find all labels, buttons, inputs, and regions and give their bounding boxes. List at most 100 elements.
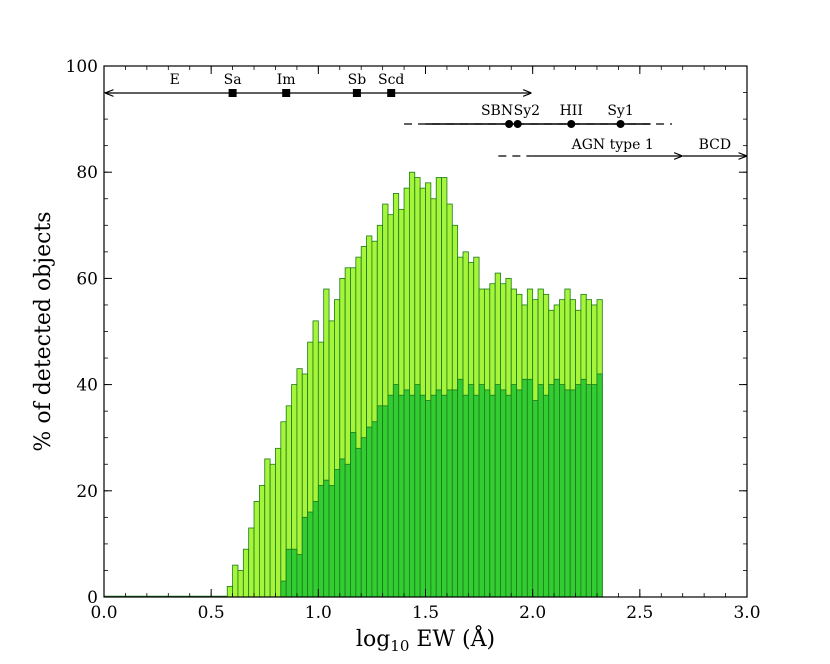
- bar-series2: [409, 394, 416, 598]
- x-axis-label-log: log: [356, 627, 390, 652]
- bar-series2: [580, 378, 587, 598]
- row2-dot-marker: [616, 120, 625, 128]
- bar-series2: [344, 463, 351, 598]
- bar-series1: [264, 458, 271, 598]
- bar-series1: [258, 485, 266, 598]
- row1-label: Im: [277, 72, 296, 88]
- bar-series2: [585, 384, 593, 598]
- y-tick-label: 0: [87, 588, 98, 608]
- bar-series2: [355, 447, 362, 598]
- bar-series2: [564, 389, 571, 598]
- x-tick-label: 2.5: [626, 603, 653, 623]
- bar-series1: [226, 585, 234, 598]
- row1-square-marker: [387, 89, 396, 97]
- row2-dot-marker: [567, 120, 576, 128]
- bar-series2: [291, 548, 298, 598]
- row2-dot-marker: [513, 120, 522, 128]
- bar-series2: [430, 394, 437, 598]
- bar-series2: [371, 421, 378, 598]
- bar-series2: [441, 394, 448, 598]
- y-tick-label: 20: [76, 482, 98, 502]
- x-tick-label: 0.0: [90, 603, 117, 623]
- x-tick-label: 1.5: [412, 603, 439, 623]
- bar-series2: [451, 389, 459, 598]
- bar-series2: [446, 389, 453, 598]
- bar-series2: [312, 501, 319, 598]
- bar-series2: [575, 384, 582, 598]
- axis-ticks: 0.0 0.5 1.0 1.5 2.0 2.5 3.0 0 20 40 60 80 100: [66, 57, 761, 623]
- bar-series2: [591, 384, 598, 598]
- bar-series2: [478, 384, 485, 598]
- bar-series2: [414, 384, 421, 598]
- bar-series2: [462, 394, 469, 598]
- bar-series2: [328, 485, 335, 598]
- row3-bcd-label: BCD: [699, 137, 731, 153]
- bar-series2: [334, 469, 341, 598]
- row1-square-marker: [282, 89, 291, 97]
- bar-series1: [237, 570, 244, 598]
- row1-label: Sb: [348, 72, 367, 88]
- bar-series2: [307, 511, 314, 598]
- bar-series1: [248, 527, 255, 598]
- bar-series2: [467, 384, 475, 598]
- bar-series1: [253, 501, 260, 598]
- row1-label: E: [170, 72, 180, 88]
- x-tick-label: 3.0: [733, 603, 760, 623]
- bar-series1: [232, 564, 239, 598]
- row3-agn-label: AGN type 1: [571, 137, 654, 153]
- bar-series2: [484, 389, 491, 598]
- bar-series2: [537, 384, 544, 598]
- bar-series2: [542, 394, 550, 598]
- y-tick-label: 80: [76, 163, 98, 183]
- bar-series2: [301, 516, 309, 598]
- x-tick-label: 0.5: [198, 603, 225, 623]
- x-tick-label: 2.0: [519, 603, 546, 623]
- bar-series2: [425, 400, 432, 598]
- x-axis-label-rest: EW (Å): [409, 624, 495, 652]
- bar-series2: [457, 378, 464, 598]
- bar-series2: [553, 378, 560, 598]
- bar-series2: [521, 378, 528, 598]
- bar-series2: [339, 458, 346, 598]
- bar-series2: [285, 548, 292, 598]
- bar-series2: [376, 405, 384, 598]
- bar-series2: [489, 394, 496, 598]
- row1-label: Scd: [378, 72, 404, 88]
- y-axis-label: % of detected objects: [31, 211, 56, 451]
- row2-label: SBN: [481, 103, 513, 119]
- histogram-bars: [104, 171, 603, 598]
- bar-series1: [275, 447, 282, 598]
- y-tick-label: 60: [76, 269, 98, 289]
- bar-series2: [323, 479, 330, 598]
- bar-series2: [280, 580, 287, 598]
- bar-series1: [242, 548, 250, 598]
- bar-series2: [392, 384, 400, 598]
- y-tick-label: 100: [66, 57, 98, 77]
- y-tick-label: 40: [76, 376, 98, 396]
- row2-label: HII: [560, 103, 583, 119]
- annotations: E Sa Im Sb Scd SBN Sy2 HII Sy1 AGN type 1 BCD: [106, 72, 746, 156]
- bar-series2: [473, 394, 480, 598]
- row2-dot-marker: [505, 120, 514, 128]
- bar-series2: [419, 394, 426, 598]
- bar-series2: [403, 389, 410, 598]
- bar-series2: [387, 394, 394, 598]
- bar-series2: [350, 431, 357, 598]
- bar-series2: [516, 389, 523, 598]
- bar-series2: [510, 384, 517, 598]
- x-axis-label: log10 EW (Å): [356, 624, 495, 655]
- row1-square-marker: [352, 89, 361, 97]
- x-tick-label: 1.0: [305, 603, 332, 623]
- bar-series1: [280, 421, 287, 598]
- bar-series2: [360, 437, 367, 598]
- bar-series2: [398, 394, 405, 598]
- bar-series2: [296, 554, 303, 598]
- bar-series2: [382, 405, 389, 598]
- bar-series2: [366, 426, 373, 598]
- bar-series2: [435, 389, 442, 598]
- bar-series2: [500, 389, 507, 598]
- bar-series2: [559, 384, 566, 598]
- bar-series2: [494, 384, 501, 598]
- row2-label: Sy2: [514, 103, 540, 119]
